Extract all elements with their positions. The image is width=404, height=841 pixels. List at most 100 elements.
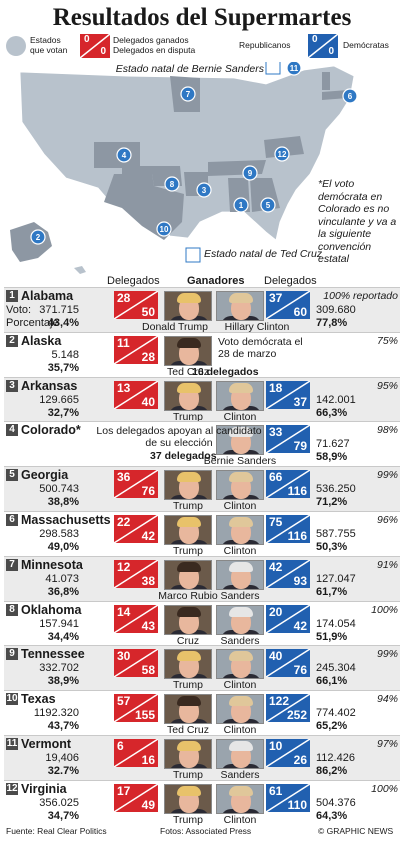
state-name: Alabama: [21, 289, 74, 303]
rep-votes: 1192.320: [33, 707, 79, 720]
rep-delegates-box-disputed: 42: [141, 528, 155, 543]
dem-delegates-box-won: 20: [269, 604, 283, 619]
dem-percent: 50,3%: [316, 540, 348, 553]
dem-winner-photo: [216, 559, 264, 590]
table-row: 5 Georgia 99% 500.743 38,8% 536.250 71,2% 36 76 6…: [4, 466, 400, 512]
rep-winner-photo-hair: [177, 337, 201, 348]
rep-winner-photo-hair: [177, 472, 201, 483]
dem-winner-photo-hair: [229, 472, 253, 483]
dem-winner-photo-hair: [229, 651, 253, 662]
state-name: Alaska: [21, 333, 62, 348]
dem-winner-photo-hair: [229, 561, 253, 572]
dem-votes: 536.250: [316, 483, 356, 496]
marker-label-7: 7: [186, 90, 191, 99]
dem-winner-photo-hair: [229, 427, 253, 438]
rep-delegates-box: 6 16: [114, 738, 158, 767]
marker-vermont: [286, 62, 302, 76]
rep-percent: 34,4%: [47, 630, 79, 643]
report-percent: 96%: [376, 513, 398, 526]
state-number: 8: [6, 603, 18, 616]
rep-delegates-box-disputed: 50: [141, 305, 155, 319]
rep-percent: 43,4%: [47, 317, 79, 329]
marker-alabama: [233, 197, 249, 213]
states-legend-label: Estados que votan: [30, 35, 68, 55]
table-row: 6 Massachusetts 96% 298.583 49,0% 587.755 50,3…: [4, 510, 400, 557]
rep-delegates-box-disputed: 43: [141, 618, 155, 633]
marker-oklahoma: [164, 176, 180, 192]
rep-votes: 157.941: [39, 617, 79, 630]
rep-delegates-box: 11 28: [114, 335, 158, 364]
dem-votes: 587.755: [316, 527, 356, 540]
rep-delegates-box: 14 43: [114, 604, 158, 633]
dem-votes: 504.376: [316, 796, 356, 809]
rep-note: Los delegados apoyan al candidato de su …: [96, 425, 262, 450]
dem-percent: 58,9%: [316, 451, 348, 464]
rep-delegates-box-disputed: 155: [134, 708, 155, 723]
rep-delegates-box-won: 14: [117, 604, 131, 619]
rep-legend-disputed: 0: [100, 46, 106, 57]
marker-massachusetts: [342, 88, 358, 104]
sanders-home-label: Estado natal de Bernie Sanders: [116, 63, 265, 75]
rep-votes: 371.715: [39, 304, 79, 316]
rep-winner-photo: [164, 291, 212, 321]
rep-delegates-box-disputed: 16: [141, 752, 155, 767]
rep-votes: 5.148: [51, 348, 79, 361]
state-name: Minnesota: [21, 557, 83, 572]
rep-winner-photo-hair: [177, 785, 201, 796]
dem-delegates-box: 20 42: [266, 604, 310, 633]
results-table: 1 Alabama 100% reportado Voto: Porcentaje 371…: [4, 287, 400, 826]
dem-delegates-box-won: 122: [269, 694, 290, 709]
report-percent: 100%: [371, 782, 398, 795]
rep-delegates-box-won: 36: [117, 470, 131, 485]
rep-delegates-box: 17 49: [114, 783, 158, 812]
dem-winner-photo-hair: [229, 696, 253, 707]
alaska-shape: [10, 222, 52, 262]
dem-percent: 65,2%: [316, 720, 348, 733]
dem-winner-name: Sanders: [220, 768, 260, 781]
dem-delegates-box-disputed: 26: [293, 752, 307, 767]
rep-delegates-box-won: 13: [117, 380, 131, 395]
rep-delegates-box-disputed: 58: [141, 663, 155, 678]
rep-winner-photo: [164, 470, 212, 501]
dem-delegates-box-disputed: 116: [287, 528, 307, 543]
dem-percent: 71,2%: [316, 496, 348, 509]
dem-percent: 61,7%: [316, 585, 348, 598]
dem-delegates-box-won: 40: [269, 649, 283, 664]
rep-votes: 19,406: [45, 751, 79, 764]
dem-legend-box: 0 0: [308, 34, 338, 58]
dem-winner-photo-hair: [229, 382, 253, 393]
rep-delegates-box: 28 50: [114, 291, 158, 319]
dem-delegates-box: 18 37: [266, 380, 310, 409]
legend: Estados que votan 0 0 Delegados ganados …: [4, 32, 400, 62]
state-number: 5: [6, 469, 18, 482]
state-number: 10: [6, 693, 18, 706]
rep-winner-name: Trump: [173, 679, 203, 692]
marker-label-10: 10: [160, 225, 169, 234]
dem-delegates-box-disputed: 76: [293, 663, 307, 678]
rep-winner-photo: [164, 380, 212, 411]
report-percent: 100%: [371, 603, 398, 616]
state-number: 12: [6, 782, 18, 795]
marker-texas: [156, 221, 172, 237]
rep-delegates-box-disputed: 38: [141, 573, 155, 588]
dem-winner-name: Sanders: [220, 589, 260, 602]
marker-virginia: [274, 146, 290, 162]
rep-delegates-box: 57 155: [114, 694, 158, 723]
sanders-home-icon: [265, 62, 281, 75]
rep-winner-name: Marco Rubio: [158, 589, 218, 602]
table-row: 4 Colorado* 98% 71.627 58,9% 33 79 Bernie Sande…: [4, 421, 400, 467]
report-percent: 95%: [376, 379, 398, 392]
marker-georgia: [260, 197, 276, 213]
dem-winner-photo: [216, 470, 264, 501]
footer-source: Fuente: Real Clear Politics: [6, 826, 107, 836]
rep-percent: 36,8%: [47, 585, 79, 598]
dem-winner-photo: [216, 291, 264, 321]
dem-delegates-box-disputed: 42: [293, 618, 307, 633]
rep-percent: 35,7%: [47, 361, 79, 374]
rep-votes: 500.743: [39, 483, 79, 496]
dem-delegates-box-won: 66: [269, 470, 283, 485]
dem-note: Voto demócrata el 28 de marzo: [218, 335, 303, 360]
dem-percent: 51,9%: [316, 630, 348, 643]
state-name: Virginia: [21, 781, 67, 796]
rep-winner-photo: [164, 783, 212, 814]
